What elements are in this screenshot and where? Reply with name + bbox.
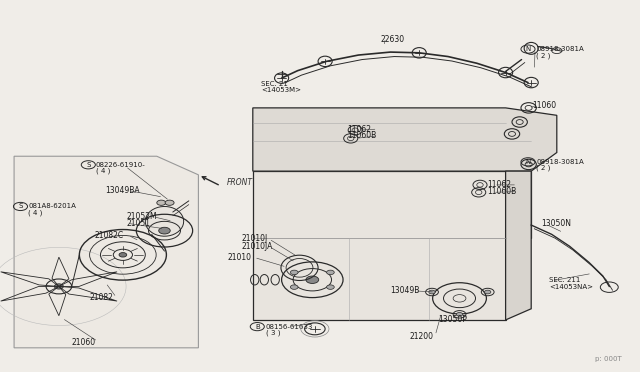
Circle shape [291,270,298,275]
Text: 08918-3081A: 08918-3081A [536,46,584,52]
Text: ( 2 ): ( 2 ) [536,165,550,171]
Text: S: S [19,203,22,209]
Text: 13050N: 13050N [541,219,571,228]
Text: 21200: 21200 [410,332,434,341]
Text: 21010J: 21010J [242,234,268,243]
Text: 13049BA: 13049BA [106,186,140,195]
Text: 13050P: 13050P [438,315,467,324]
Circle shape [119,253,127,257]
Text: 13049B: 13049B [390,286,420,295]
Text: 081A8-6201A: 081A8-6201A [28,203,76,209]
Text: N: N [525,46,531,52]
Circle shape [306,276,319,283]
Text: 08156-61633: 08156-61633 [266,324,313,330]
Text: 22630: 22630 [381,35,405,44]
Text: B: B [255,324,260,330]
Text: 21051: 21051 [127,219,151,228]
Text: 21010JA: 21010JA [242,242,273,251]
Circle shape [484,290,491,294]
Text: 21082C: 21082C [95,231,124,240]
Text: <14053NA>: <14053NA> [549,284,593,290]
Circle shape [165,200,174,205]
Text: 21060: 21060 [72,338,96,347]
Circle shape [326,270,334,275]
Text: N: N [525,159,531,165]
Text: ( 4 ): ( 4 ) [96,168,110,174]
Text: 21010: 21010 [227,253,251,262]
Circle shape [291,285,298,289]
Text: 11062: 11062 [488,180,512,189]
Text: 21052M: 21052M [127,212,157,221]
Circle shape [159,227,170,234]
Polygon shape [145,206,184,236]
Text: SEC. 211: SEC. 211 [549,277,580,283]
Text: SEC. 21: SEC. 21 [261,81,288,87]
Text: 11062: 11062 [348,125,372,134]
Text: 11060B: 11060B [488,187,517,196]
Text: 21082: 21082 [90,293,113,302]
Text: 11060: 11060 [532,101,557,110]
Polygon shape [253,108,557,171]
Circle shape [456,312,463,316]
Polygon shape [14,156,198,348]
Text: p: 000T: p: 000T [595,356,622,362]
Text: <14053M>: <14053M> [261,87,301,93]
Text: FRONT: FRONT [227,178,253,187]
Text: ( 3 ): ( 3 ) [266,330,280,336]
Circle shape [157,200,166,205]
Circle shape [326,285,334,289]
Circle shape [429,290,435,294]
Polygon shape [506,171,531,320]
Polygon shape [253,171,531,320]
Text: ( 2 ): ( 2 ) [536,52,550,59]
Text: 08226-61910-: 08226-61910- [96,162,146,168]
Circle shape [54,284,63,289]
Text: 11060B: 11060B [348,131,377,140]
Text: S: S [86,162,90,168]
Text: 08918-3081A: 08918-3081A [536,159,584,165]
Text: ( 4 ): ( 4 ) [28,209,42,216]
